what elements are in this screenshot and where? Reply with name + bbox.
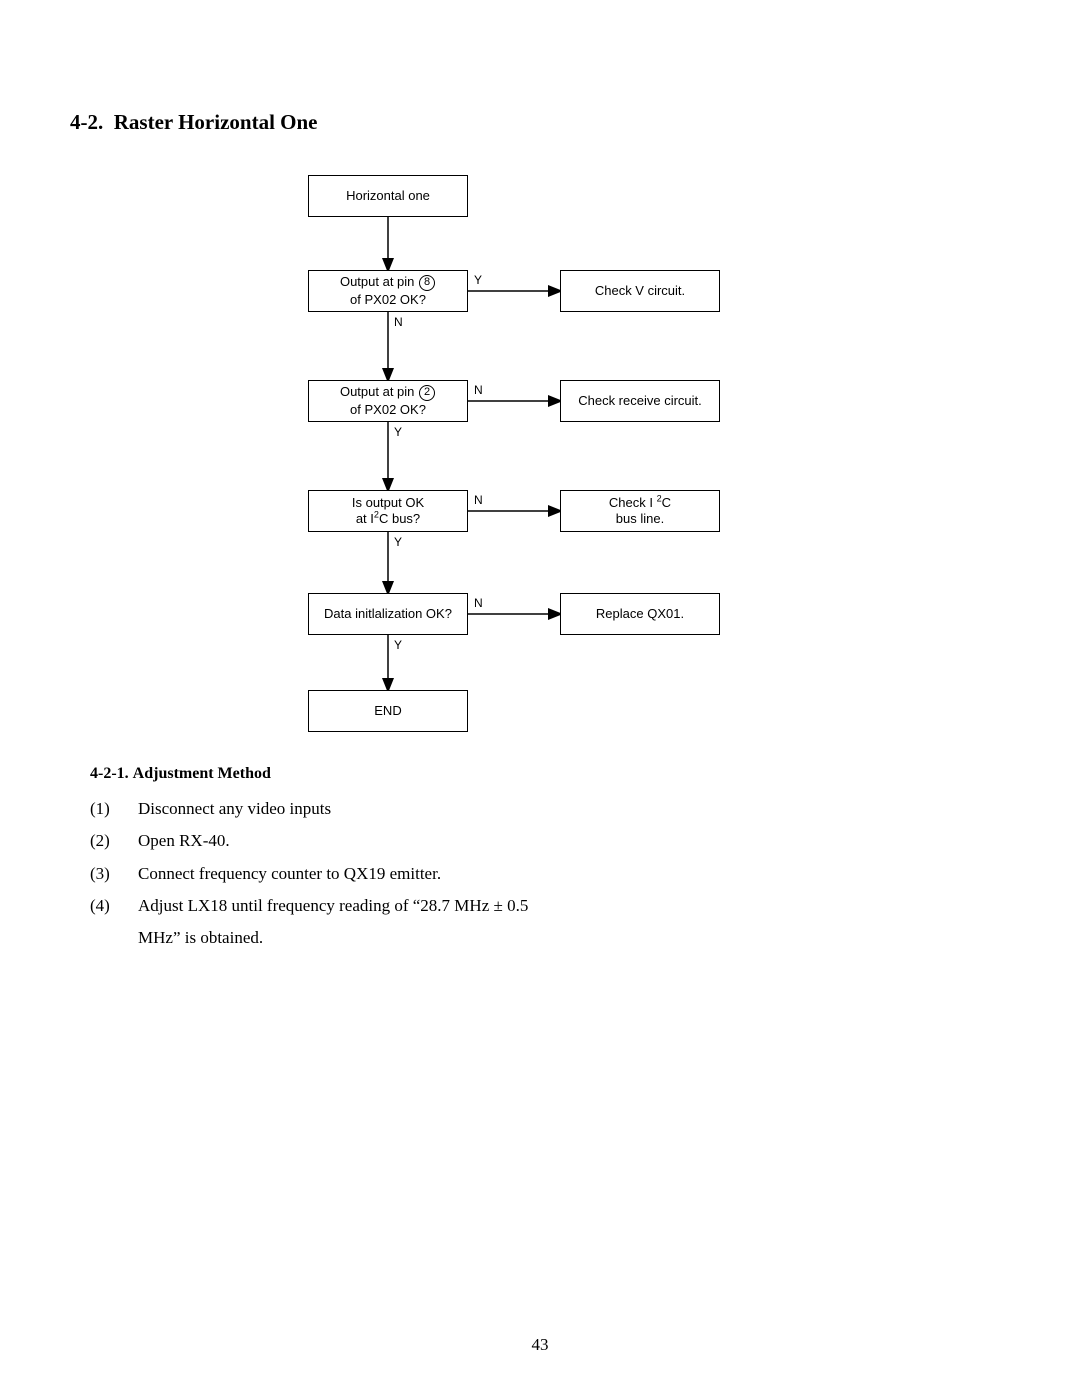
list-item: (3) Connect frequency counter to QX19 em… bbox=[90, 858, 1010, 890]
flow-q1-branch-label: Y bbox=[474, 273, 482, 287]
flow-q4-down-label: Y bbox=[394, 638, 402, 652]
list-item: (4) Adjust LX18 until frequency reading … bbox=[90, 890, 1010, 955]
flow-q4: Data initlalization OK? bbox=[308, 593, 468, 635]
flow-q2-line1: Output at pin 2 bbox=[340, 384, 436, 402]
subheading: 4-2-1. Adjustment Method bbox=[90, 765, 1010, 783]
flow-q4-text: Data initlalization OK? bbox=[324, 606, 452, 622]
flow-a3-line1: Check I 2C bbox=[609, 495, 671, 511]
step-number: (3) bbox=[90, 858, 138, 890]
pin-circle-icon: 2 bbox=[419, 385, 435, 401]
heading-title: Raster Horizontal One bbox=[114, 110, 318, 134]
flow-end-text: END bbox=[374, 703, 401, 719]
step-number: (1) bbox=[90, 793, 138, 825]
subheading-title: Adjustment Method bbox=[133, 765, 271, 782]
flow-a4: Replace QX01. bbox=[560, 593, 720, 635]
flow-start-text: Horizontal one bbox=[346, 188, 430, 204]
flowchart-arrows bbox=[260, 175, 820, 735]
step-text: Adjust LX18 until frequency reading of “… bbox=[138, 890, 558, 955]
adjustment-section: 4-2-1. Adjustment Method (1) Disconnect … bbox=[90, 765, 1010, 954]
step-text: Open RX-40. bbox=[138, 825, 230, 857]
list-item: (2) Open RX-40. bbox=[90, 825, 1010, 857]
page-number: 43 bbox=[0, 1335, 1080, 1355]
list-item: (1) Disconnect any video inputs bbox=[90, 793, 1010, 825]
flow-q3-branch-label: N bbox=[474, 493, 483, 507]
flow-q3-down-label: Y bbox=[394, 535, 402, 549]
flow-a3-line1-post: C bbox=[662, 495, 671, 510]
flow-a2-text: Check receive circuit. bbox=[578, 393, 702, 409]
section-heading: 4-2. Raster Horizontal One bbox=[70, 110, 1010, 135]
flow-q3-line2: at I2C bus? bbox=[356, 511, 420, 527]
flow-a3-line2: bus line. bbox=[616, 511, 664, 527]
flow-q2-down-label: Y bbox=[394, 425, 402, 439]
steps-list: (1) Disconnect any video inputs (2) Open… bbox=[90, 793, 1010, 954]
heading-number: 4-2. bbox=[70, 110, 103, 134]
flow-end: END bbox=[308, 690, 468, 732]
flow-a1-text: Check V circuit. bbox=[595, 283, 685, 299]
flow-q3-line2-pre: at I bbox=[356, 511, 374, 526]
flow-q4-branch-label: N bbox=[474, 596, 483, 610]
flow-q3-line2-post: C bus? bbox=[379, 511, 420, 526]
pin-circle-icon: 8 bbox=[419, 275, 435, 291]
flow-q2: Output at pin 2 of PX02 OK? bbox=[308, 380, 468, 422]
flow-a1: Check V circuit. bbox=[560, 270, 720, 312]
flow-start: Horizontal one bbox=[308, 175, 468, 217]
flow-a2: Check receive circuit. bbox=[560, 380, 720, 422]
flow-q1: Output at pin 8 of PX02 OK? bbox=[308, 270, 468, 312]
step-number: (2) bbox=[90, 825, 138, 857]
flow-a3-line1-pre: Check I bbox=[609, 495, 657, 510]
flow-q2-branch-label: N bbox=[474, 383, 483, 397]
flow-q1-line1: Output at pin 8 bbox=[340, 274, 436, 292]
step-number: (4) bbox=[90, 890, 138, 955]
flow-a4-text: Replace QX01. bbox=[596, 606, 684, 622]
step-text: Connect frequency counter to QX19 emitte… bbox=[138, 858, 441, 890]
flow-q1-line2: of PX02 OK? bbox=[350, 292, 426, 308]
subheading-number: 4-2-1. bbox=[90, 765, 129, 782]
flow-q2-pre: Output at pin bbox=[340, 384, 414, 399]
step-text: Disconnect any video inputs bbox=[138, 793, 331, 825]
page: 4-2. Raster Horizontal One Horiz bbox=[0, 0, 1080, 1397]
flow-q3: Is output OK at I2C bus? bbox=[308, 490, 468, 532]
flow-q1-pre: Output at pin bbox=[340, 274, 414, 289]
flow-a3: Check I 2C bus line. bbox=[560, 490, 720, 532]
flow-q1-down-label: N bbox=[394, 315, 403, 329]
flow-q3-line1: Is output OK bbox=[352, 495, 424, 511]
flowchart: Horizontal one Output at pin 8 of PX02 O… bbox=[260, 175, 820, 735]
flow-q2-line2: of PX02 OK? bbox=[350, 402, 426, 418]
